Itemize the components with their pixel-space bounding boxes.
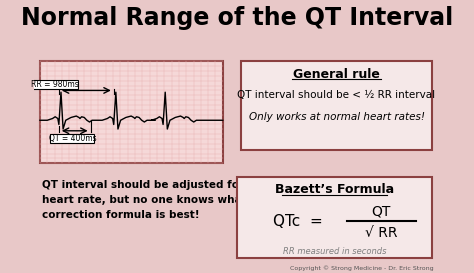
FancyBboxPatch shape — [49, 134, 94, 143]
FancyBboxPatch shape — [241, 61, 432, 150]
Text: correction formula is best!: correction formula is best! — [42, 210, 200, 220]
Text: Normal Range of the QT Interval: Normal Range of the QT Interval — [21, 5, 453, 29]
Text: Copyright © Strong Medicine - Dr. Eric Strong: Copyright © Strong Medicine - Dr. Eric S… — [291, 265, 434, 271]
Text: QT interval should be adjusted for: QT interval should be adjusted for — [42, 180, 244, 190]
Text: heart rate, but no one knows what: heart rate, but no one knows what — [42, 195, 246, 205]
FancyBboxPatch shape — [40, 61, 223, 163]
Text: QT interval should be < ½ RR interval: QT interval should be < ½ RR interval — [237, 90, 436, 100]
Text: Only works at normal heart rates!: Only works at normal heart rates! — [248, 112, 425, 123]
Text: RR measured in seconds: RR measured in seconds — [283, 247, 386, 256]
Text: General rule: General rule — [293, 68, 380, 81]
Text: QT = 400ms: QT = 400ms — [49, 134, 97, 143]
FancyBboxPatch shape — [32, 80, 78, 89]
FancyBboxPatch shape — [237, 177, 432, 258]
Text: QTc  =: QTc = — [273, 214, 323, 229]
Text: QT: QT — [372, 204, 391, 218]
Text: Bazett’s Formula: Bazett’s Formula — [275, 183, 394, 196]
Text: RR = 980ms: RR = 980ms — [31, 80, 79, 89]
Text: √ RR: √ RR — [365, 226, 398, 240]
